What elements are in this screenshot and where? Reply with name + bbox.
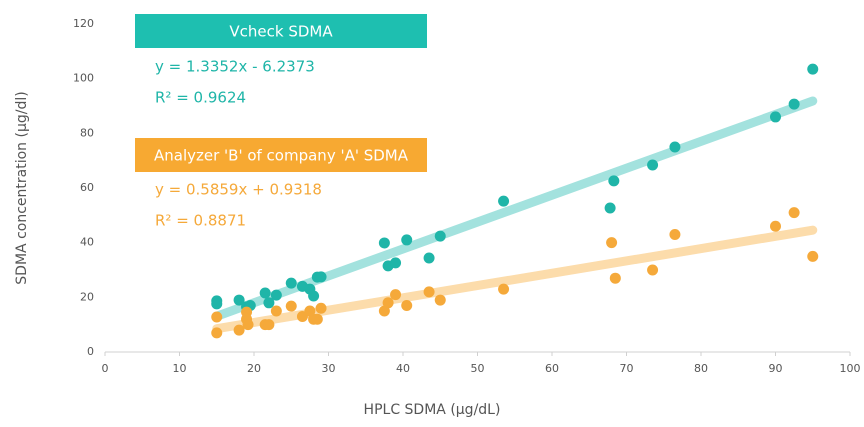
- point: [423, 252, 435, 264]
- point: [604, 202, 616, 214]
- x-axis-label: HPLC SDMA (µg/dL): [364, 402, 501, 418]
- point: [423, 286, 435, 298]
- point: [378, 305, 390, 317]
- equation: y = 0.5859x + 0.9318: [155, 181, 322, 199]
- point: [770, 220, 781, 232]
- x-tick-label: 100: [840, 362, 861, 375]
- point: [382, 297, 394, 309]
- point: [401, 234, 413, 246]
- point: [807, 250, 819, 262]
- x-tick-label: 0: [102, 362, 109, 375]
- x-tick-label: 80: [694, 362, 708, 375]
- x-tick-label: 30: [322, 362, 336, 375]
- legend-label: Analyzer 'B' of company 'A' SDMA: [154, 147, 409, 165]
- point: [315, 271, 327, 283]
- point: [211, 327, 223, 339]
- point: [233, 324, 245, 336]
- point: [498, 195, 510, 207]
- y-tick-label: 0: [87, 345, 94, 358]
- point: [390, 289, 402, 301]
- point: [606, 237, 618, 249]
- y-tick-label: 120: [73, 17, 94, 30]
- point: [285, 300, 297, 312]
- point: [304, 305, 316, 317]
- x-tick-label: 70: [620, 362, 634, 375]
- point: [807, 63, 819, 75]
- point: [263, 297, 275, 309]
- point: [259, 287, 271, 299]
- legend-label: Vcheck SDMA: [229, 23, 333, 41]
- point: [263, 319, 275, 331]
- point: [788, 207, 800, 219]
- point: [434, 230, 446, 242]
- x-tick-label: 90: [769, 362, 783, 375]
- y-tick-label: 40: [80, 236, 94, 249]
- point: [609, 272, 621, 284]
- equation: y = 1.3352x - 6.2373: [155, 58, 315, 76]
- legend-box: [135, 14, 427, 48]
- point: [211, 298, 223, 310]
- point: [647, 264, 659, 276]
- point: [669, 141, 681, 153]
- point: [211, 311, 223, 323]
- y-axis-label: SDMA concentration (µg/dl): [14, 91, 30, 284]
- x-tick-label: 20: [247, 362, 261, 375]
- point: [390, 257, 402, 269]
- point: [434, 294, 446, 306]
- point: [270, 289, 282, 301]
- point: [270, 305, 282, 317]
- point: [233, 294, 245, 306]
- point: [669, 228, 681, 240]
- point: [315, 302, 327, 314]
- x-tick-label: 10: [173, 362, 187, 375]
- legend-box: [135, 138, 427, 172]
- point: [285, 277, 297, 289]
- x-tick-label: 50: [471, 362, 485, 375]
- y-tick-label: 60: [80, 181, 94, 194]
- x-tick-label: 60: [545, 362, 559, 375]
- point: [308, 290, 320, 302]
- y-tick-label: 20: [80, 290, 94, 303]
- point: [770, 111, 781, 123]
- point: [242, 319, 254, 331]
- y-tick-label: 80: [80, 126, 94, 139]
- r-squared: R² = 0.9624: [155, 89, 246, 107]
- point: [647, 159, 659, 171]
- r-squared: R² = 0.8871: [155, 212, 246, 230]
- trend-line: [212, 225, 818, 334]
- point: [498, 283, 510, 295]
- x-tick-label: 40: [396, 362, 410, 375]
- y-tick-label: 100: [73, 72, 94, 85]
- point: [401, 300, 413, 312]
- point: [378, 237, 390, 249]
- point: [788, 98, 800, 110]
- point: [608, 175, 620, 187]
- point: [311, 313, 323, 325]
